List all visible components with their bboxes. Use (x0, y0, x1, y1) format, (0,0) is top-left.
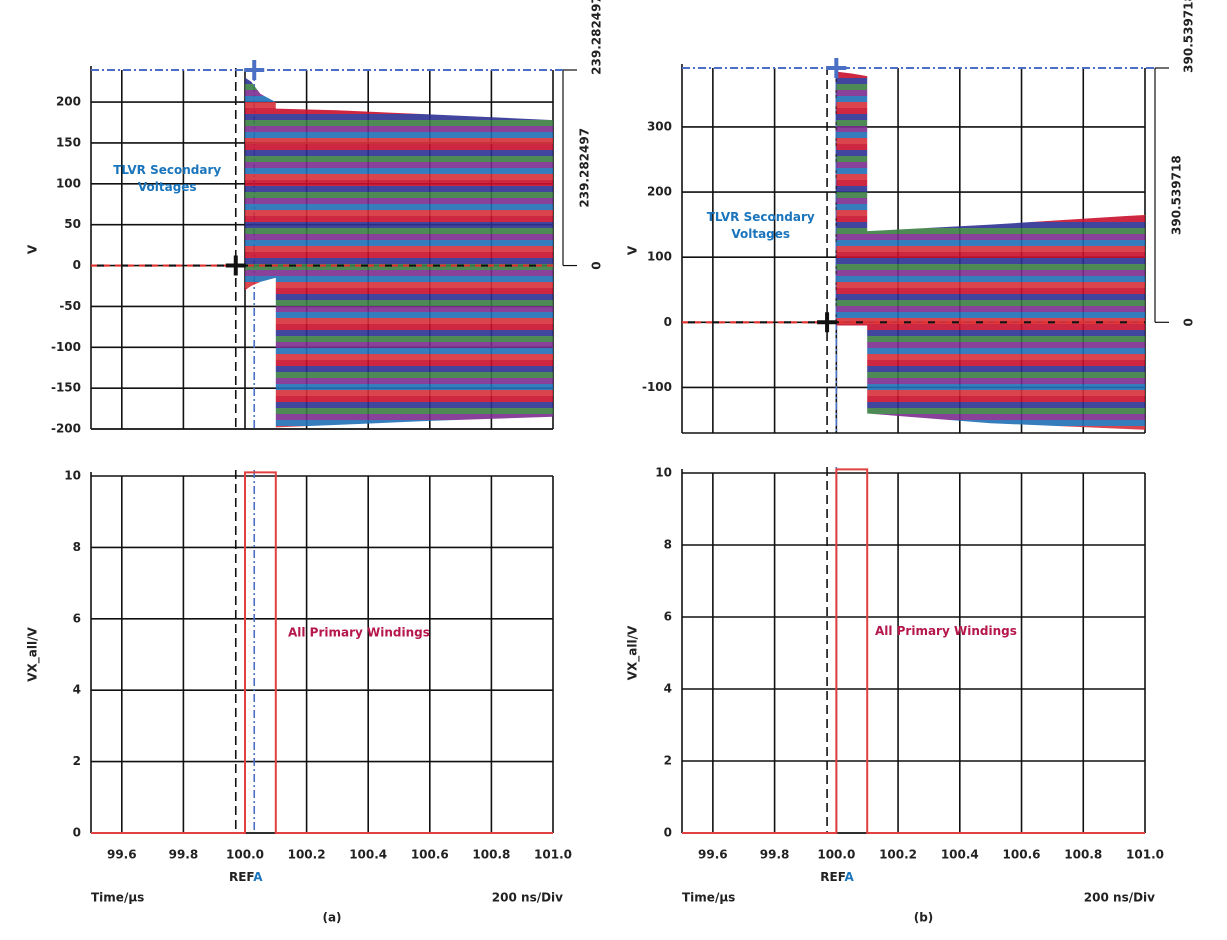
y-tick-label: 6 (664, 610, 672, 624)
x-tick-label: 100.0 (226, 848, 264, 862)
y-tick-label: 2 (664, 754, 672, 768)
annotation: All Primary Windings (875, 624, 1017, 638)
y-tick-label: 0 (664, 315, 672, 329)
x-tick-label: 100.4 (941, 848, 979, 862)
y-tick-label: -100 (642, 380, 672, 394)
x-tick-label: 100.4 (349, 848, 387, 862)
ref-text: REF (229, 870, 254, 884)
ref-label: REFA (229, 870, 263, 884)
y-tick-label: 50 (64, 217, 81, 231)
x-tick-label: 100.2 (879, 848, 917, 862)
y-tick-label: 0 (664, 826, 672, 840)
y-tick-label: -100 (51, 340, 81, 354)
y-tick-label: 150 (56, 135, 81, 149)
x-tick-label: 100.2 (288, 848, 326, 862)
primary-winding-line (91, 471, 553, 834)
y-axis-label: V (26, 244, 40, 254)
measure-delta-label: 390.539718 (1170, 155, 1184, 235)
cursor-cross (817, 312, 838, 333)
y-axis-label: V (626, 245, 640, 255)
annotation: Voltages (731, 227, 790, 241)
y-tick-label: -150 (51, 381, 81, 395)
y-tick-label: 4 (664, 682, 672, 696)
y-tick-label: 0 (73, 258, 81, 272)
y-tick-label: 6 (73, 611, 81, 625)
y-tick-label: 200 (56, 95, 81, 109)
y-tick-label: 10 (64, 469, 81, 483)
secondary-voltage-band (836, 71, 1145, 430)
caption: (b) (914, 911, 934, 925)
cursor-cross (244, 60, 265, 80)
y-tick-label: 100 (56, 176, 81, 190)
cursor-cross (826, 58, 847, 78)
x-tick-label: 101.0 (534, 848, 572, 862)
y-tick-label: 300 (647, 119, 672, 133)
x-tick-label: 100.8 (472, 848, 510, 862)
y-tick-label: 4 (73, 683, 81, 697)
x-axis-label: Time/μs (91, 891, 144, 905)
ref-text: REF (820, 870, 845, 884)
x-tick-label: 100.6 (1003, 848, 1041, 862)
x-tick-label: 100.6 (411, 848, 449, 862)
measure-label: 239.282497 (590, 0, 604, 75)
measure-label: 0 (1182, 318, 1196, 326)
x-tick-label: 99.6 (107, 848, 137, 862)
y-tick-label: 8 (664, 538, 672, 552)
x-scale-label: 200 ns/Div (492, 891, 563, 905)
y-tick-label: 2 (73, 754, 81, 768)
y-tick-label: -200 (51, 422, 81, 436)
x-tick-label: 100.0 (817, 848, 855, 862)
x-tick-label: 99.6 (698, 848, 728, 862)
caption: (a) (322, 911, 341, 925)
y-tick-label: 8 (73, 540, 81, 554)
y-tick-label: -50 (59, 299, 81, 313)
y-tick-label: 100 (647, 250, 672, 264)
annotation: TLVR Secondary (113, 163, 221, 177)
annotation: TLVR Secondary (707, 210, 815, 224)
x-tick-label: 101.0 (1126, 848, 1164, 862)
y-tick-label: 200 (647, 185, 672, 199)
x-axis-label: Time/μs (682, 891, 735, 905)
x-tick-label: 99.8 (169, 848, 199, 862)
cursor-cross (225, 255, 246, 276)
y-tick-label: 0 (73, 826, 81, 840)
y-axis-label: VX_all/V (626, 625, 641, 680)
measure-label: 0 (590, 261, 604, 269)
ref-marker: A (845, 870, 855, 884)
y-tick-label: 10 (655, 466, 672, 480)
y-axis-label: VX_all/V (26, 627, 41, 682)
measure-delta-label: 239.282497 (578, 128, 592, 208)
annotation: Voltages (138, 180, 197, 194)
x-scale-label: 200 ns/Div (1084, 891, 1155, 905)
secondary-voltage-band (245, 77, 553, 428)
measure-label: 390.539718 (1182, 0, 1196, 73)
ref-marker: A (253, 870, 263, 884)
annotation: All Primary Windings (288, 626, 430, 640)
primary-winding-line (682, 468, 1145, 834)
x-tick-label: 100.8 (1064, 848, 1102, 862)
ref-label: REFA (820, 870, 854, 884)
x-tick-label: 99.8 (760, 848, 790, 862)
